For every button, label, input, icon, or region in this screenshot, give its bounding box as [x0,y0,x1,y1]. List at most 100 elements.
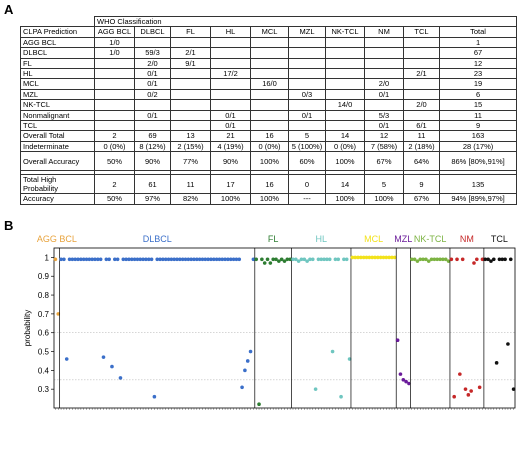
table-row: Overall Accuracy 50% 90% 77% 90% 100% 60% 100% 6… [20,151,518,172]
table-cell [94,68,135,80]
table-cell [325,68,365,80]
data-point [262,261,267,265]
table-cell [170,109,211,122]
data-point [336,257,341,262]
table-row: DLBCL 1/0 59/3 2/1 67 [20,47,518,59]
column-header: Total [438,26,518,38]
data-point [305,259,309,263]
table-cell: 7 (58%) [364,140,404,153]
table-row: AGG BCL 1/0 1 [20,36,518,49]
table-cell: 11 [403,130,440,142]
data-point [163,257,168,262]
data-point [64,357,69,361]
table-cell [94,88,135,101]
panel-b-letter: B [4,218,14,233]
table-cell: 0/1 [364,88,404,101]
data-point [155,257,160,262]
table-cell [210,57,251,70]
data-point [175,257,179,262]
data-point [500,257,505,262]
data-point [432,257,437,262]
table-cell: --- [288,193,326,205]
table-cell: 9 [438,120,518,132]
table-cell: 67% [364,151,404,172]
table-cell: 97% [134,193,171,205]
data-point [169,257,174,262]
data-point [70,257,75,262]
table-cell [250,99,289,111]
data-point [378,255,383,260]
data-point [376,255,380,260]
table-cell: 100% [250,193,289,205]
table-cell: 67% [403,193,440,205]
corner-label: CLPA Prediction [20,26,95,38]
table-cell: 11 [170,174,211,195]
data-point [475,257,479,262]
plot-frame [53,247,516,409]
group-label: DLBCL [143,234,172,244]
data-point [192,257,196,262]
data-point [118,376,123,380]
data-point [251,257,256,262]
data-point [180,257,185,262]
table-cell [403,36,440,49]
table-cell: 60% [288,151,326,172]
table-column-header-row: CLPA Prediction AGG BCL DLBCL FL HL MCL MZL NK-… [20,26,518,38]
table-cell: 5/3 [364,109,404,122]
table-cell: 94% [89%,97%] [438,193,518,205]
data-point [469,389,473,393]
data-point [446,259,451,263]
data-point [90,257,94,262]
table-cell [403,109,440,122]
table-cell: 9 [403,174,440,195]
table-cell [325,120,365,132]
data-point [308,257,312,262]
data-point [234,257,239,262]
data-point [62,257,66,262]
who-classification-header: WHO Classification [93,15,518,28]
table-cell: 2/0 [403,99,440,111]
row-label: Accuracy [20,193,95,205]
data-point [277,259,281,263]
table-cell [325,47,365,59]
data-point [330,349,335,354]
data-point [395,338,400,343]
table-cell: 6 [438,88,518,101]
data-point [294,257,298,262]
data-point [350,255,355,260]
table-cell: 2/1 [170,47,211,59]
table-cell: 5 [288,130,326,142]
table-cell: 6/1 [403,120,440,132]
table-row: NK-TCL 14/0 2/0 15 [20,99,518,111]
table-cell: 90% [210,151,251,172]
data-point [412,257,417,262]
table-cell: 0/1 [364,120,404,132]
column-header: TCL [403,26,440,38]
table-cell: 0 [288,174,326,195]
table-cell [250,109,289,122]
row-label: NK-TCL [20,99,95,111]
data-point [282,259,287,263]
table-cell [403,88,440,101]
row-label: HL [20,68,95,80]
data-point [443,257,448,262]
table-row: FL 2/0 9/1 12 [20,57,518,70]
data-point [325,257,329,262]
data-point [347,357,352,361]
table-row: Indeterminate 0 (0%) 8 (12%) 2 (15%) 4 (19%)… [20,140,518,153]
data-point [110,364,114,369]
data-point [494,361,499,365]
data-point [342,257,346,262]
table-cell: 14 [325,130,365,142]
row-label: Overall Total [20,130,95,142]
data-point [257,402,261,407]
data-point [407,381,411,386]
confusion-matrix-table: WHO Classification CLPA Prediction AGG BC… [20,15,518,205]
data-point [104,257,109,262]
table-cell: 2 [94,174,135,195]
data-point [333,257,338,262]
table-cell: 12 [364,130,404,142]
data-point [463,387,468,391]
table-cell [250,68,289,80]
data-point [248,349,253,354]
